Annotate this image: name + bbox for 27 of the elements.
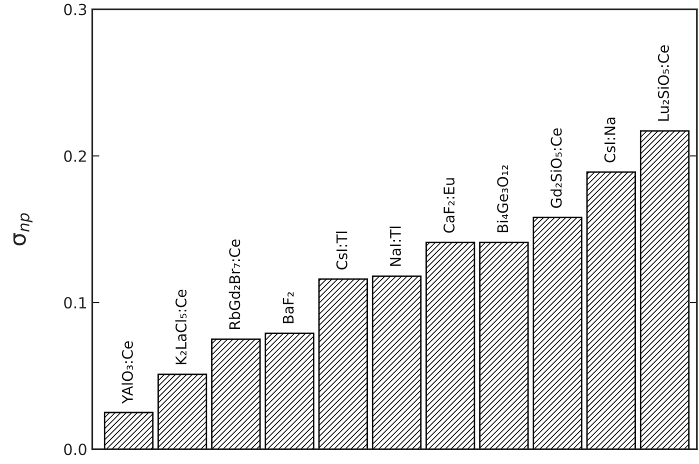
x-tick-label: CaF₂:Eu — [444, 178, 455, 233]
y-tick-label: 0.3 — [64, 4, 86, 16]
bar — [479, 242, 529, 450]
bar — [586, 171, 636, 450]
bar — [264, 332, 314, 450]
x-tick-label: Lu₂SiO₅:Ce — [658, 45, 669, 121]
x-tick-label: BaF₂ — [282, 292, 294, 324]
bar — [158, 374, 208, 450]
y-tick-label: 0.0 — [64, 444, 86, 456]
bar — [211, 338, 261, 450]
bar — [426, 242, 476, 450]
bar — [318, 278, 368, 450]
bar — [372, 275, 422, 450]
bar — [640, 130, 690, 450]
x-tick-label: CsI:Tl — [336, 232, 348, 270]
y-tick-label: 0.2 — [64, 150, 86, 162]
x-tick-label: Bi₄Ge₃O₁₂ — [496, 165, 508, 232]
y-axis-title: σ$_{np}$ — [13, 213, 32, 246]
x-tick-label: CsI:Na — [604, 118, 616, 162]
x-tick-label: Gd₂SiO₅:Ce — [550, 128, 562, 208]
x-tick-label: K₂LaCl₅:Ce — [175, 290, 187, 364]
x-tick-label: RbGd₂Br₇:Ce — [228, 239, 240, 329]
x-tick-label: NaI:Tl — [390, 226, 401, 266]
bar — [532, 216, 582, 450]
y-tick-label: 0.1 — [64, 296, 86, 309]
x-tick-label: YAlO₃:Ce — [122, 341, 133, 404]
bar — [104, 412, 154, 450]
